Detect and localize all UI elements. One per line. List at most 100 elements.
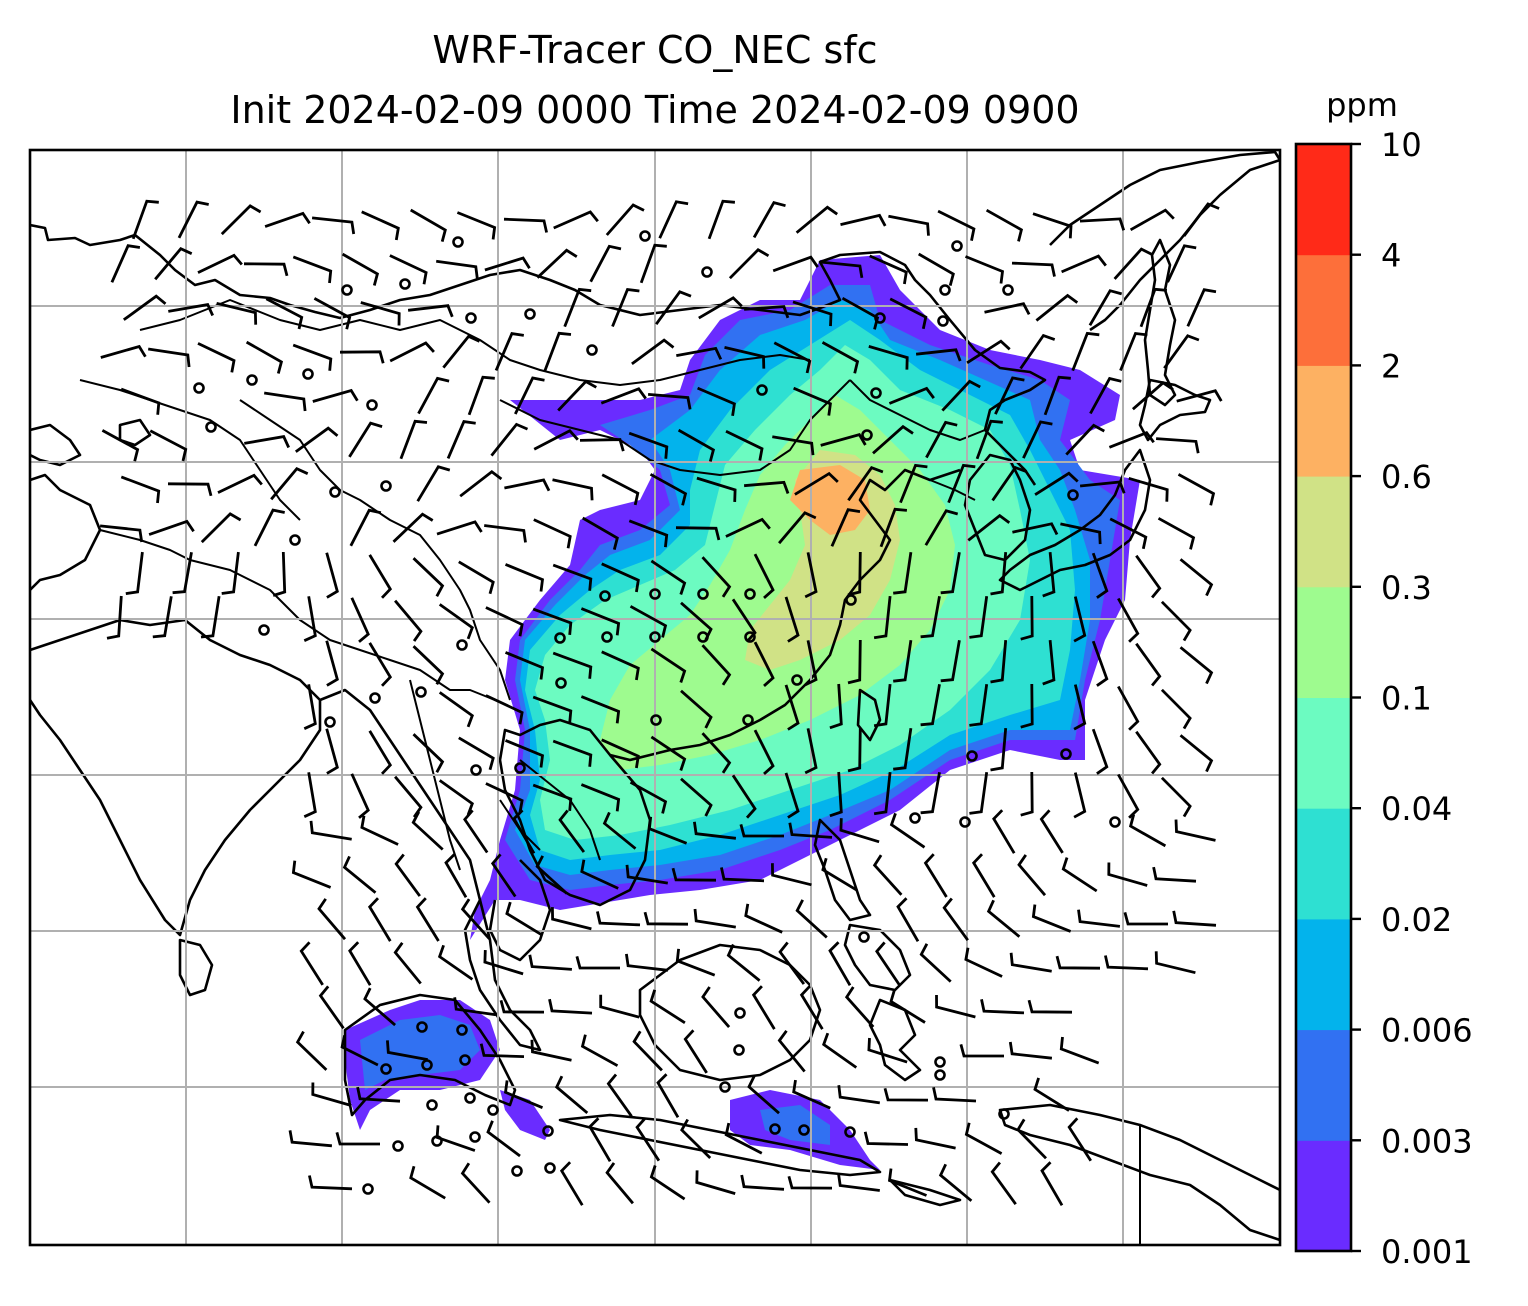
wind-barb [650, 735, 687, 771]
wind-barb [1065, 423, 1105, 456]
wind-barb [942, 897, 969, 942]
wind-barb [1135, 554, 1162, 599]
calm-wind-marker [1067, 489, 1079, 501]
wind-barb [100, 344, 147, 359]
wind-barb [990, 727, 1008, 772]
wind-barb [1011, 261, 1056, 277]
calm-wind-marker [909, 812, 921, 824]
wind-barb [675, 526, 721, 541]
calm-wind-marker [951, 240, 963, 252]
wind-barb [263, 391, 307, 412]
wind-barb [1089, 376, 1122, 415]
wind-barb [947, 463, 976, 504]
calm-wind-marker [769, 1123, 781, 1135]
wind-barb [778, 941, 806, 985]
wind-barb [924, 509, 959, 546]
calm-wind-marker [744, 588, 756, 600]
wind-barb [837, 1085, 881, 1105]
wind-barb [893, 551, 913, 595]
wind-barb [504, 651, 545, 680]
wind-barb [356, 1086, 401, 1103]
wind-barb [1077, 909, 1121, 928]
wind-barb [325, 728, 339, 775]
coastline-gulf-thailand [488, 859, 552, 962]
calm-wind-marker [511, 1165, 523, 1177]
wind-barb [1119, 331, 1148, 372]
wind-barb [1031, 904, 1072, 933]
wind-barb [411, 811, 444, 851]
wind-barb [671, 867, 717, 882]
wind-barb [821, 341, 860, 374]
wind-barb [367, 897, 392, 942]
wind-barb [490, 422, 529, 457]
calm-wind-marker [998, 1108, 1010, 1120]
wind-barb [847, 466, 884, 502]
wind-barb [628, 519, 669, 548]
calm-wind-marker [554, 632, 566, 644]
map-title-line1: WRF-Tracer CO_NEC sfc [432, 28, 878, 72]
wind-barb [804, 728, 818, 775]
wind-barb [438, 603, 474, 640]
wind-barb [533, 518, 572, 549]
wind-barb [680, 689, 713, 729]
wind-barb [914, 1127, 956, 1150]
map-frame [28, 148, 1282, 1247]
wind-barb [675, 948, 716, 977]
wind-barb [392, 512, 434, 543]
wind-barb [167, 482, 213, 497]
wind-barb [837, 1173, 880, 1192]
wind-barb [935, 994, 976, 1019]
wind-barb [460, 898, 491, 940]
wind-barb [342, 855, 377, 894]
wind-barb [303, 596, 317, 642]
wind-barb [530, 1039, 572, 1062]
calm-wind-marker [861, 429, 873, 441]
wind-barb [393, 941, 422, 985]
wind-barb [360, 301, 401, 326]
calm-wind-marker [934, 1069, 946, 1081]
calm-wind-marker [416, 1021, 428, 1033]
wind-barb [221, 551, 240, 595]
wind-barb [409, 208, 447, 242]
wind-barb [602, 811, 637, 850]
wind-barb [1035, 293, 1079, 322]
wind-barb [888, 214, 930, 236]
calm-wind-marker [649, 588, 661, 600]
wind-barb [1034, 471, 1079, 496]
wind-barb [822, 1032, 858, 1069]
wind-barb [120, 387, 161, 415]
wind-barb [847, 727, 862, 773]
wind-barb [728, 248, 770, 280]
wind-barb [350, 773, 370, 819]
wind-barb [873, 683, 892, 728]
wind-barb [804, 552, 818, 599]
wind-barb [655, 290, 692, 326]
calm-wind-marker [514, 762, 526, 774]
wind-barb [629, 781, 668, 814]
wind-barb [676, 346, 723, 360]
wind-barb [311, 216, 356, 235]
colorbar-tick-label: 2 [1381, 347, 1401, 385]
wind-barb [875, 941, 901, 986]
wind-barb [1061, 857, 1098, 893]
wind-barb [350, 597, 370, 643]
wind-barb [932, 1087, 977, 1103]
wind-barb [868, 345, 909, 370]
wind-barb [872, 854, 903, 896]
wind-barb [601, 738, 640, 769]
wind-barb [264, 211, 311, 228]
wind-barb [485, 606, 524, 637]
wind-barb [532, 783, 573, 812]
wind-barb [601, 650, 640, 681]
wind-barb [777, 1029, 806, 1073]
wind-barb [368, 642, 393, 687]
wind-barb [847, 551, 862, 597]
wind-barb [725, 517, 771, 538]
wind-barb [101, 429, 140, 462]
calm-wind-marker [719, 1081, 731, 1093]
wind-barb [106, 595, 123, 640]
wind-barb [941, 379, 981, 412]
wind-barb [559, 1161, 584, 1206]
wind-barb [1128, 476, 1169, 502]
wind-barb [625, 864, 669, 885]
